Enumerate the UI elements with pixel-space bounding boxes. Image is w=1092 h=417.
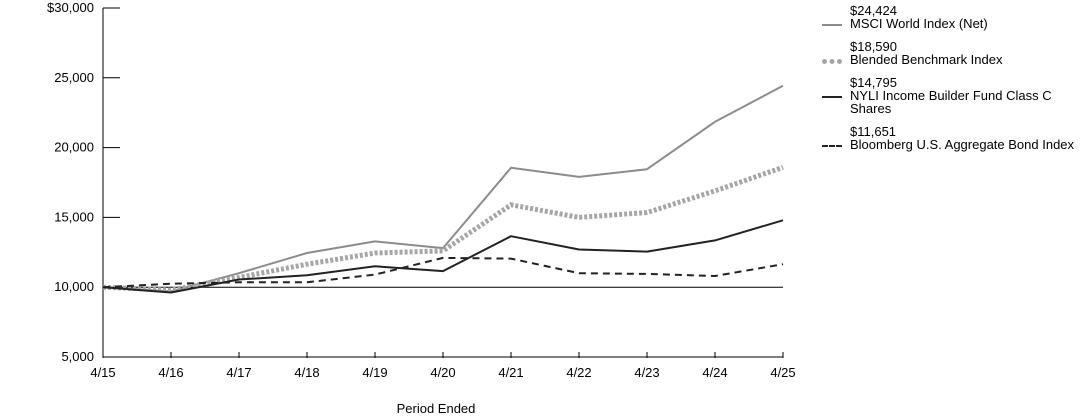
x-tick-label: 4/19 xyxy=(362,365,387,380)
legend-series-name: Bloomberg U.S. Aggregate Bond Index xyxy=(850,137,1075,152)
legend-final-value: $24,424 xyxy=(850,3,897,18)
chart-axes: 5,000 10,000 15,000 20,000 25,000 $30,000 4/15… xyxy=(47,0,796,380)
legend-series-name: Blended Benchmark Index xyxy=(850,52,1003,67)
x-tick-label: 4/20 xyxy=(430,365,455,380)
legend-item-nyli-income-builder: $14,795 NYLI Income Builder Fund Class C… xyxy=(822,76,1092,115)
chart-legend: $24,424 MSCI World Index (Net) $18,590 B… xyxy=(822,4,1092,161)
legend-final-value: $14,795 xyxy=(850,75,897,90)
series-line-3 xyxy=(102,256,784,289)
legend-swatch-nyli-income-builder xyxy=(822,96,842,98)
legend-item-blended-benchmark: $18,590 Blended Benchmark Index xyxy=(822,40,1092,66)
series-line-2 xyxy=(102,219,784,294)
legend-final-value: $11,651 xyxy=(850,124,897,139)
y-tick-label: $30,000 xyxy=(47,0,94,15)
x-tick-label: 4/18 xyxy=(294,365,319,380)
x-tick-label: 4/16 xyxy=(158,365,183,380)
x-tick-label: 4/22 xyxy=(566,365,591,380)
legend-series-name: MSCI World Index (Net) xyxy=(850,16,988,31)
chart-series-lines xyxy=(102,84,784,294)
x-tick-label: 4/24 xyxy=(702,365,727,380)
legend-series-name: NYLI Income Builder Fund Class C Shares xyxy=(850,88,1052,116)
x-tick-label: 4/23 xyxy=(634,365,659,380)
legend-item-msci-world: $24,424 MSCI World Index (Net) xyxy=(822,4,1092,30)
series-line-1 xyxy=(102,164,784,293)
legend-item-bloomberg-aggregate: $11,651 Bloomberg U.S. Aggregate Bond In… xyxy=(822,125,1092,151)
y-tick-label: 10,000 xyxy=(54,279,94,294)
series-line-0 xyxy=(102,84,784,293)
x-tick-label: 4/17 xyxy=(226,365,251,380)
y-tick-label: 15,000 xyxy=(54,209,94,224)
y-tick-label: 25,000 xyxy=(54,70,94,85)
legend-swatch-blended-benchmark xyxy=(822,59,842,64)
legend-swatch-bloomberg-aggregate xyxy=(822,145,842,147)
legend-swatch-msci-world xyxy=(822,24,842,26)
y-tick-label: 20,000 xyxy=(54,140,94,155)
y-tick-label: 5,000 xyxy=(61,349,94,364)
x-axis-label: Period Ended xyxy=(397,401,476,416)
x-tick-label: 4/15 xyxy=(90,365,115,380)
x-tick-label: 4/21 xyxy=(498,365,523,380)
x-tick-label: 4/25 xyxy=(770,365,795,380)
legend-final-value: $18,590 xyxy=(850,39,897,54)
